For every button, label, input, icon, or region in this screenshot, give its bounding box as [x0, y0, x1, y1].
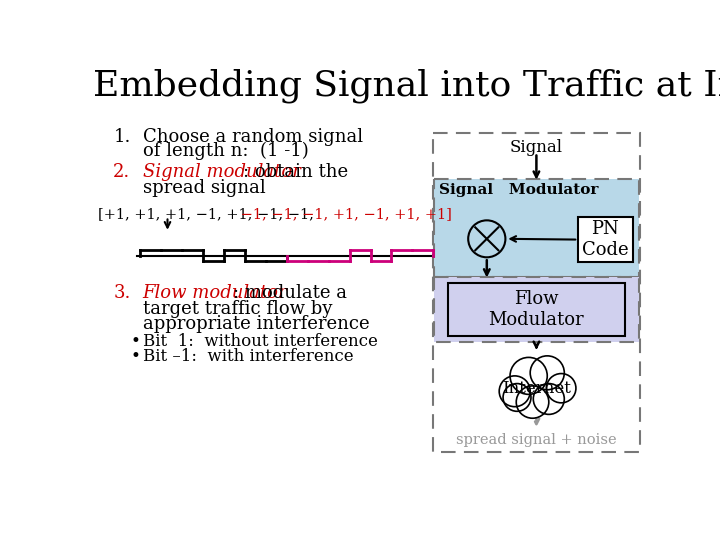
Circle shape [534, 383, 564, 414]
Text: •: • [130, 348, 140, 365]
Circle shape [530, 356, 564, 390]
Text: Bit –1:  with interference: Bit –1: with interference [143, 348, 354, 365]
Text: spread signal: spread signal [143, 179, 266, 197]
Text: spread signal + noise: spread signal + noise [456, 433, 617, 447]
FancyBboxPatch shape [578, 217, 632, 262]
Text: 2.: 2. [113, 164, 130, 181]
Text: −1, −1, −1, +1, −1, +1, +1]: −1, −1, −1, +1, −1, +1, +1] [235, 207, 451, 221]
Circle shape [546, 374, 576, 403]
Text: of length n:  (1 -1): of length n: (1 -1) [143, 142, 308, 160]
Text: Embedding Signal into Traffic at Interferer: Embedding Signal into Traffic at Interfe… [93, 69, 720, 103]
Circle shape [516, 386, 549, 418]
FancyBboxPatch shape [448, 284, 625, 336]
Text: appropriate interference: appropriate interference [143, 315, 369, 333]
Text: Flow modulator: Flow modulator [143, 284, 287, 302]
Text: •: • [130, 333, 140, 350]
Text: target traffic flow by: target traffic flow by [143, 300, 332, 318]
Text: 1.: 1. [113, 128, 130, 146]
Text: 3.: 3. [113, 284, 130, 302]
FancyBboxPatch shape [434, 179, 639, 278]
Text: Bit  1:  without interference: Bit 1: without interference [143, 333, 377, 350]
Text: Signal modulator: Signal modulator [143, 164, 300, 181]
Text: : modulate a: : modulate a [233, 284, 346, 302]
Circle shape [499, 376, 530, 407]
Text: Flow
Modulator: Flow Modulator [489, 291, 584, 329]
Text: : obtain the: : obtain the [243, 164, 348, 181]
FancyBboxPatch shape [434, 278, 639, 342]
Text: Choose a random signal: Choose a random signal [143, 128, 363, 146]
Text: PN
Code: PN Code [582, 220, 629, 259]
Text: Signal   Modulator: Signal Modulator [438, 183, 598, 197]
Circle shape [503, 383, 531, 411]
Circle shape [510, 357, 547, 394]
Text: Signal: Signal [510, 139, 563, 156]
Text: Internet: Internet [502, 380, 571, 397]
Text: [+1, +1, +1, −1, +1, −1, −1,: [+1, +1, +1, −1, +1, −1, −1, [98, 207, 314, 221]
